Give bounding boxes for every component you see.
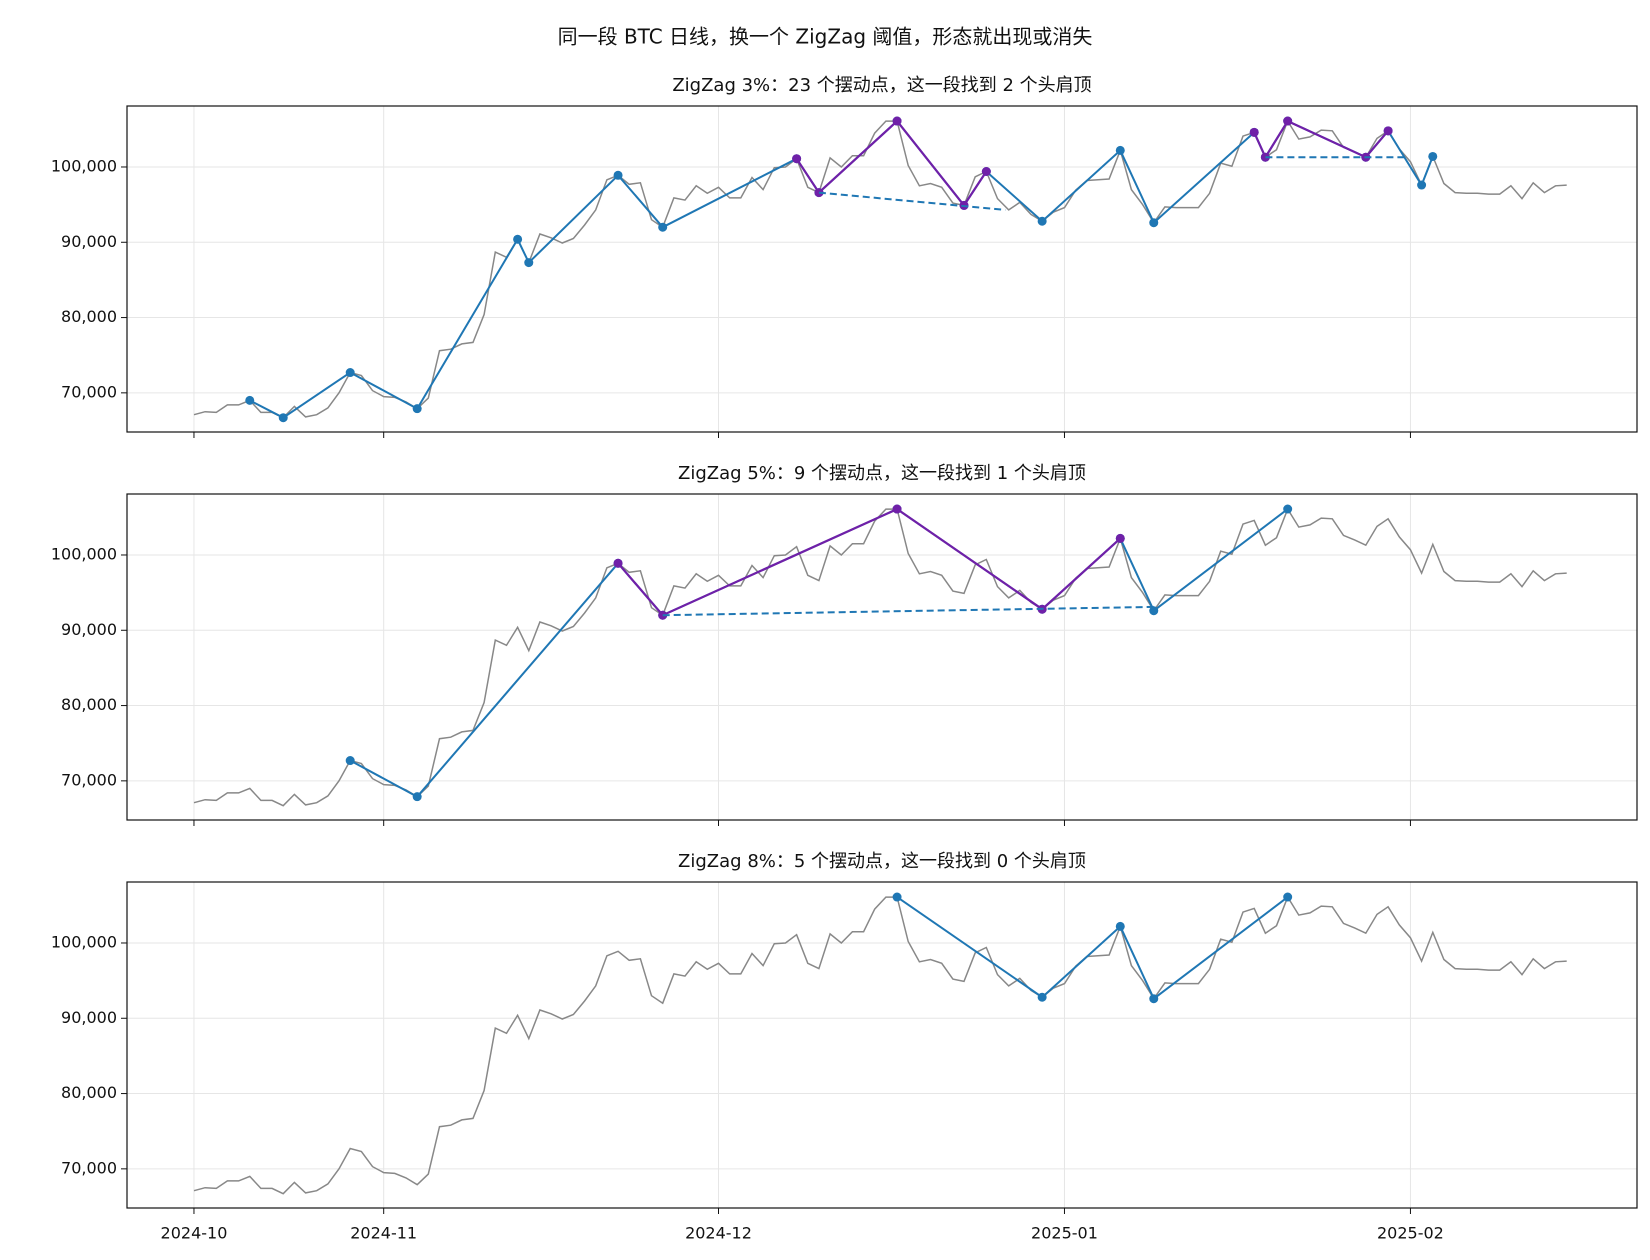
pattern-point [981,167,991,177]
y-tick-label: 80,000 [61,695,117,714]
x-tick-label: 2024-12 [685,1224,752,1243]
axes-frame [126,881,1638,1209]
zigzag-point [1037,992,1047,1002]
y-tick-label: 90,000 [61,1008,117,1027]
zigzag-point [1115,921,1125,931]
zigzag-point [412,792,422,802]
zigzag-point [658,222,668,232]
x-tick-label: 2025-01 [1031,1224,1098,1243]
zigzag-point [278,413,288,423]
subplot-title: ZigZag 3%：23 个摆动点，这一段找到 2 个头肩顶 [672,75,1091,96]
subplot-title: ZigZag 8%：5 个摆动点，这一段找到 0 个头肩顶 [678,851,1086,872]
zigzag-point [345,368,355,378]
y-tick-label: 70,000 [61,770,117,789]
pattern-point [1249,127,1259,137]
zigzag-point [524,258,534,268]
price-line [193,895,1567,1195]
y-tick-label: 100,000 [51,156,117,175]
zigzag-point [1428,151,1438,161]
axes-frame [126,105,1638,433]
pattern-point [1383,126,1393,136]
y-tick-label: 80,000 [61,1083,117,1102]
zigzag-point [412,404,422,414]
zigzag-point [1283,504,1293,514]
x-tick-label: 2024-10 [161,1224,228,1243]
neckline [818,191,1006,211]
axes-frame [126,493,1638,821]
neckline [662,605,1154,617]
zigzag-point [1417,180,1427,190]
y-tick-label: 70,000 [61,1158,117,1177]
zigzag-point [613,170,623,180]
zigzag-point [1149,218,1159,228]
y-tick-label: 100,000 [51,932,117,951]
y-tick-label: 80,000 [61,307,117,326]
pattern-point [658,610,668,620]
pattern-point [1115,533,1125,543]
pattern-point [1260,152,1270,162]
y-tick-label: 90,000 [61,620,117,639]
y-tick-label: 90,000 [61,232,117,251]
zigzag-point [345,756,355,766]
figure-title: 同一段 BTC 日线，换一个 ZigZag 阈值，形态就出现或消失 [558,25,1093,49]
x-tick-label: 2024-11 [350,1224,417,1243]
y-tick-label: 100,000 [51,544,117,563]
pattern-point [613,558,623,568]
zigzag-point [245,395,255,405]
zigzag-point [1115,145,1125,155]
y-tick-label: 70,000 [61,382,117,401]
x-tick-label: 2025-02 [1377,1224,1444,1243]
zigzag-point [1149,994,1159,1004]
zigzag-point [1149,606,1159,616]
pattern-point [892,116,902,126]
subplot-title: ZigZag 5%：9 个摆动点，这一段找到 1 个头肩顶 [678,463,1086,484]
pattern-point [892,504,902,514]
price-line [193,119,1567,419]
zigzag-point [892,892,902,902]
zigzag-point [1037,216,1047,226]
zigzag-point [513,234,523,244]
pattern-point [792,154,802,164]
zigzag-point [1283,892,1293,902]
pattern-point [1283,116,1293,126]
